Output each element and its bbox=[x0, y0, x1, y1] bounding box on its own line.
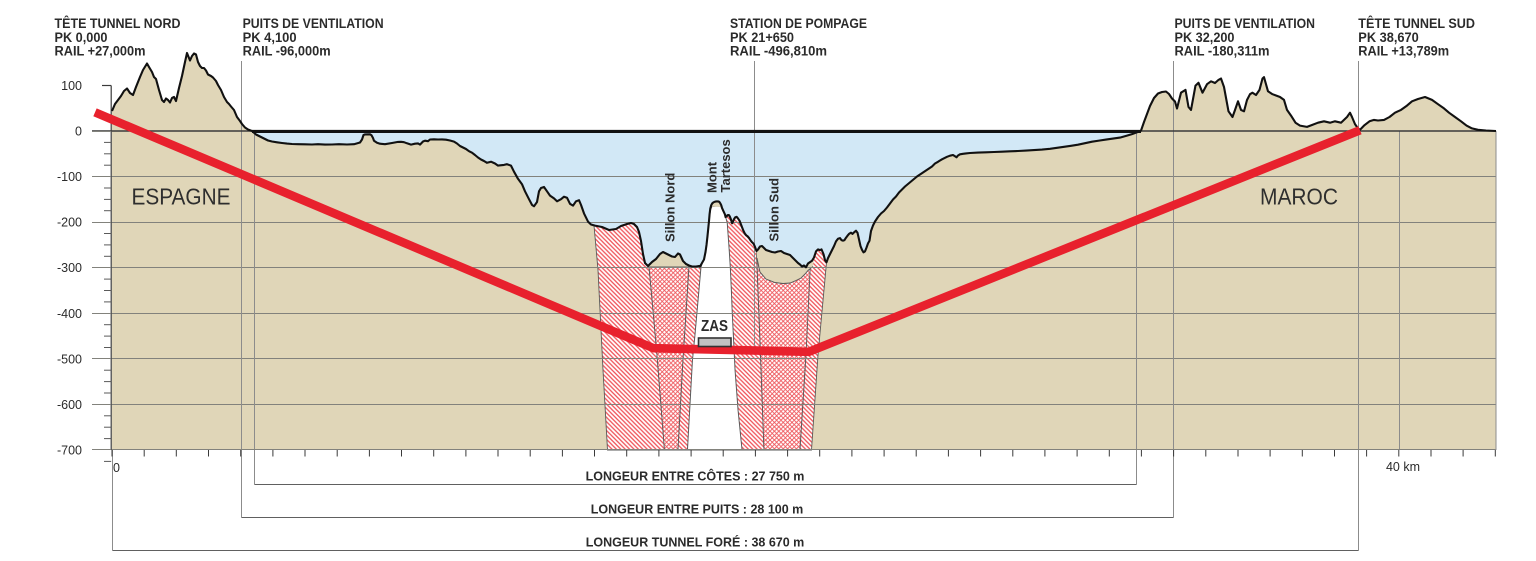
svg-text:100: 100 bbox=[61, 79, 82, 93]
svg-text:PK 4,100: PK 4,100 bbox=[243, 30, 297, 45]
svg-text:TÊTE TUNNEL SUD: TÊTE TUNNEL SUD bbox=[1358, 16, 1475, 31]
svg-text:RAIL +13,789m: RAIL +13,789m bbox=[1358, 44, 1449, 59]
svg-text:MAROC: MAROC bbox=[1260, 184, 1338, 210]
svg-text:RAIL +27,000m: RAIL +27,000m bbox=[55, 44, 146, 59]
svg-text:Tartesos: Tartesos bbox=[718, 139, 733, 192]
svg-text:Sillon Sud: Sillon Sud bbox=[767, 178, 782, 242]
svg-text:PUITS DE VENTILATION: PUITS DE VENTILATION bbox=[243, 16, 384, 31]
svg-text:LONGEUR ENTRE PUITS : 28 100 m: LONGEUR ENTRE PUITS : 28 100 m bbox=[591, 503, 804, 517]
svg-text:-300: -300 bbox=[57, 261, 82, 275]
svg-text:PK 32,200: PK 32,200 bbox=[1175, 30, 1235, 45]
svg-text:RAIL -180,311m: RAIL -180,311m bbox=[1175, 44, 1270, 59]
svg-text:TÊTE TUNNEL NORD: TÊTE TUNNEL NORD bbox=[55, 16, 181, 31]
svg-text:40 km: 40 km bbox=[1386, 460, 1420, 474]
svg-text:RAIL -496,810m: RAIL -496,810m bbox=[730, 44, 827, 59]
svg-text:LONGEUR ENTRE CÔTES : 27 750 m: LONGEUR ENTRE CÔTES : 27 750 m bbox=[586, 469, 805, 484]
svg-text:Sillon Nord: Sillon Nord bbox=[663, 173, 678, 242]
svg-text:0: 0 bbox=[75, 125, 82, 139]
svg-text:PUITS DE VENTILATION: PUITS DE VENTILATION bbox=[1175, 16, 1316, 31]
svg-text:Mont: Mont bbox=[705, 161, 720, 193]
svg-text:-200: -200 bbox=[57, 216, 82, 230]
svg-text:-400: -400 bbox=[57, 307, 82, 321]
svg-text:-500: -500 bbox=[57, 352, 82, 366]
svg-text:PK 38,670: PK 38,670 bbox=[1358, 30, 1419, 45]
svg-text:PK 0,000: PK 0,000 bbox=[55, 30, 108, 45]
svg-text:PK 21+650: PK 21+650 bbox=[730, 30, 794, 45]
svg-text:-600: -600 bbox=[57, 398, 82, 412]
svg-text:LONGEUR TUNNEL FORÉ : 38 670 m: LONGEUR TUNNEL FORÉ : 38 670 m bbox=[586, 535, 805, 550]
svg-text:RAIL -96,000m: RAIL -96,000m bbox=[243, 44, 331, 59]
svg-text:-700: -700 bbox=[57, 443, 82, 457]
svg-text:ESPAGNE: ESPAGNE bbox=[132, 184, 231, 210]
svg-text:STATION DE POMPAGE: STATION DE POMPAGE bbox=[730, 16, 867, 31]
svg-text:0: 0 bbox=[113, 461, 120, 475]
svg-text:ZAS: ZAS bbox=[701, 318, 728, 335]
svg-text:-100: -100 bbox=[57, 170, 82, 184]
